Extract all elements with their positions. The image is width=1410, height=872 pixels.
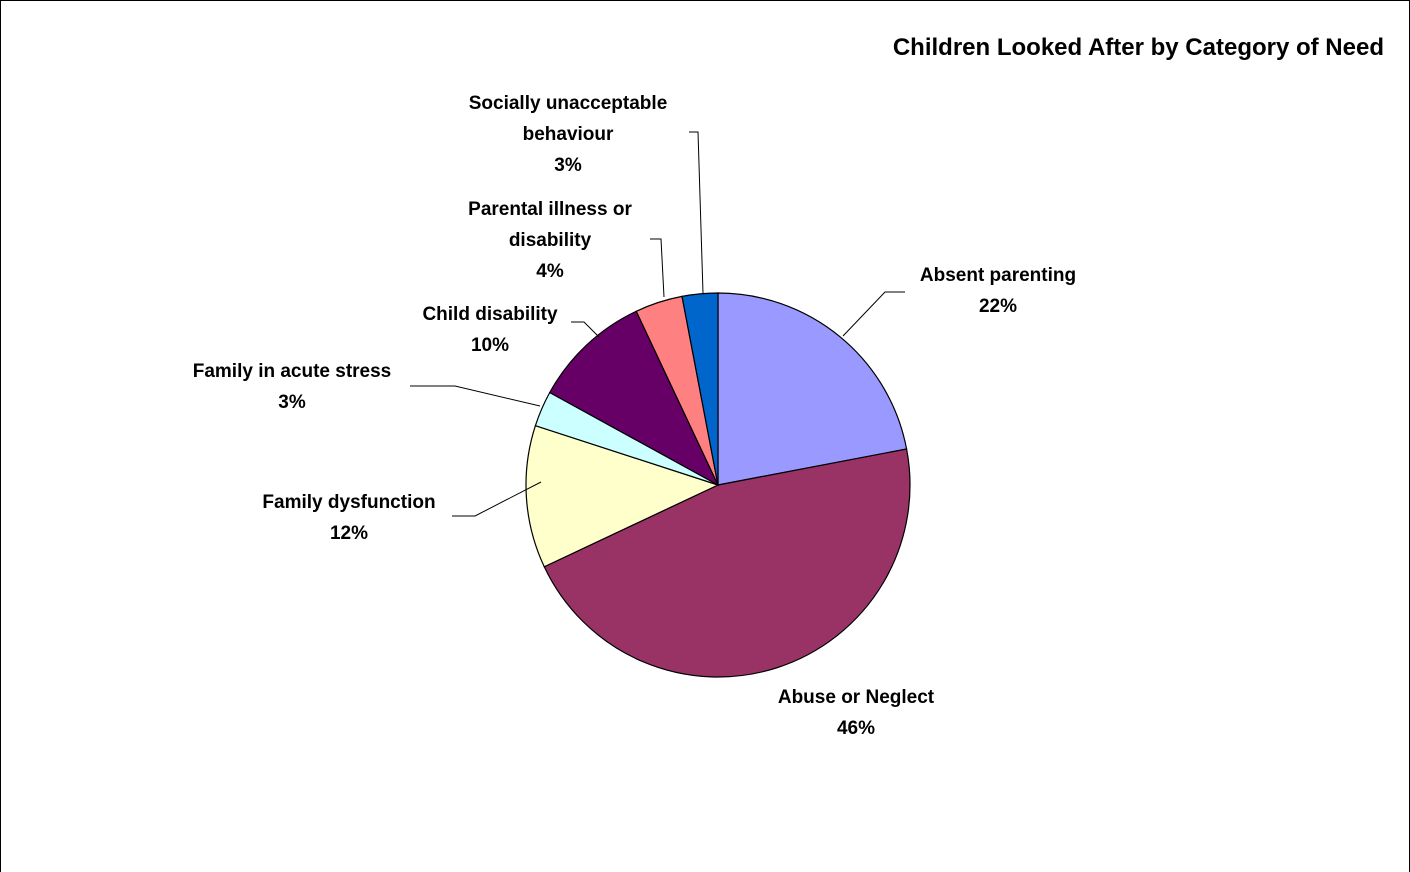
- slice-name-1-line-0: Abuse or Neglect: [778, 687, 935, 708]
- slice-name-2-line-0: Family dysfunction: [262, 492, 435, 513]
- slice-percent-4: 10%: [471, 335, 509, 356]
- slice-name-4-line-0: Child disability: [422, 304, 558, 325]
- leader-line-4: [571, 321, 600, 338]
- slice-label-4: Child disability 10%: [422, 304, 558, 356]
- leader-line-0: [842, 291, 905, 337]
- pie-slice-1: [543, 448, 911, 678]
- slice-name-5-line-1: disability: [509, 230, 592, 251]
- pie-slice-4: [548, 310, 720, 487]
- slice-name-6-line-1: behaviour: [523, 124, 614, 145]
- leader-line-5: [650, 238, 665, 298]
- slice-label-6: Socially unacceptable behaviour 3%: [469, 93, 668, 176]
- slice-name-3-line-0: Family in acute stress: [193, 361, 392, 382]
- slice-label-2: Family dysfunction 12%: [262, 492, 435, 544]
- slice-percent-5: 4%: [536, 261, 564, 282]
- leader-line-3: [410, 385, 541, 407]
- leader-line-2: [452, 481, 542, 517]
- slice-percent-2: 12%: [330, 523, 368, 544]
- slice-label-5: Parental illness or disability 4%: [468, 199, 632, 282]
- slice-percent-0: 22%: [979, 296, 1017, 317]
- pie-slice-6: [681, 292, 719, 486]
- slice-name-5-line-0: Parental illness or: [468, 199, 632, 220]
- slice-name-6-line-0: Socially unacceptable: [469, 93, 668, 114]
- slice-label-0: Absent parenting 22%: [920, 265, 1076, 317]
- slice-label-1: Abuse or Neglect 46%: [778, 687, 935, 739]
- slice-percent-6: 3%: [554, 155, 582, 176]
- pie-slice-2: [525, 424, 720, 568]
- chart-title: Children Looked After by Category of Nee…: [892, 34, 1384, 61]
- slice-label-3: Family in acute stress 3%: [193, 361, 392, 413]
- slice-percent-1: 46%: [837, 718, 875, 739]
- leader-line-6: [689, 131, 704, 294]
- slice-name-0-line-0: Absent parenting: [920, 265, 1076, 286]
- pie-slice-0: [717, 292, 908, 486]
- slice-percent-3: 3%: [278, 392, 306, 413]
